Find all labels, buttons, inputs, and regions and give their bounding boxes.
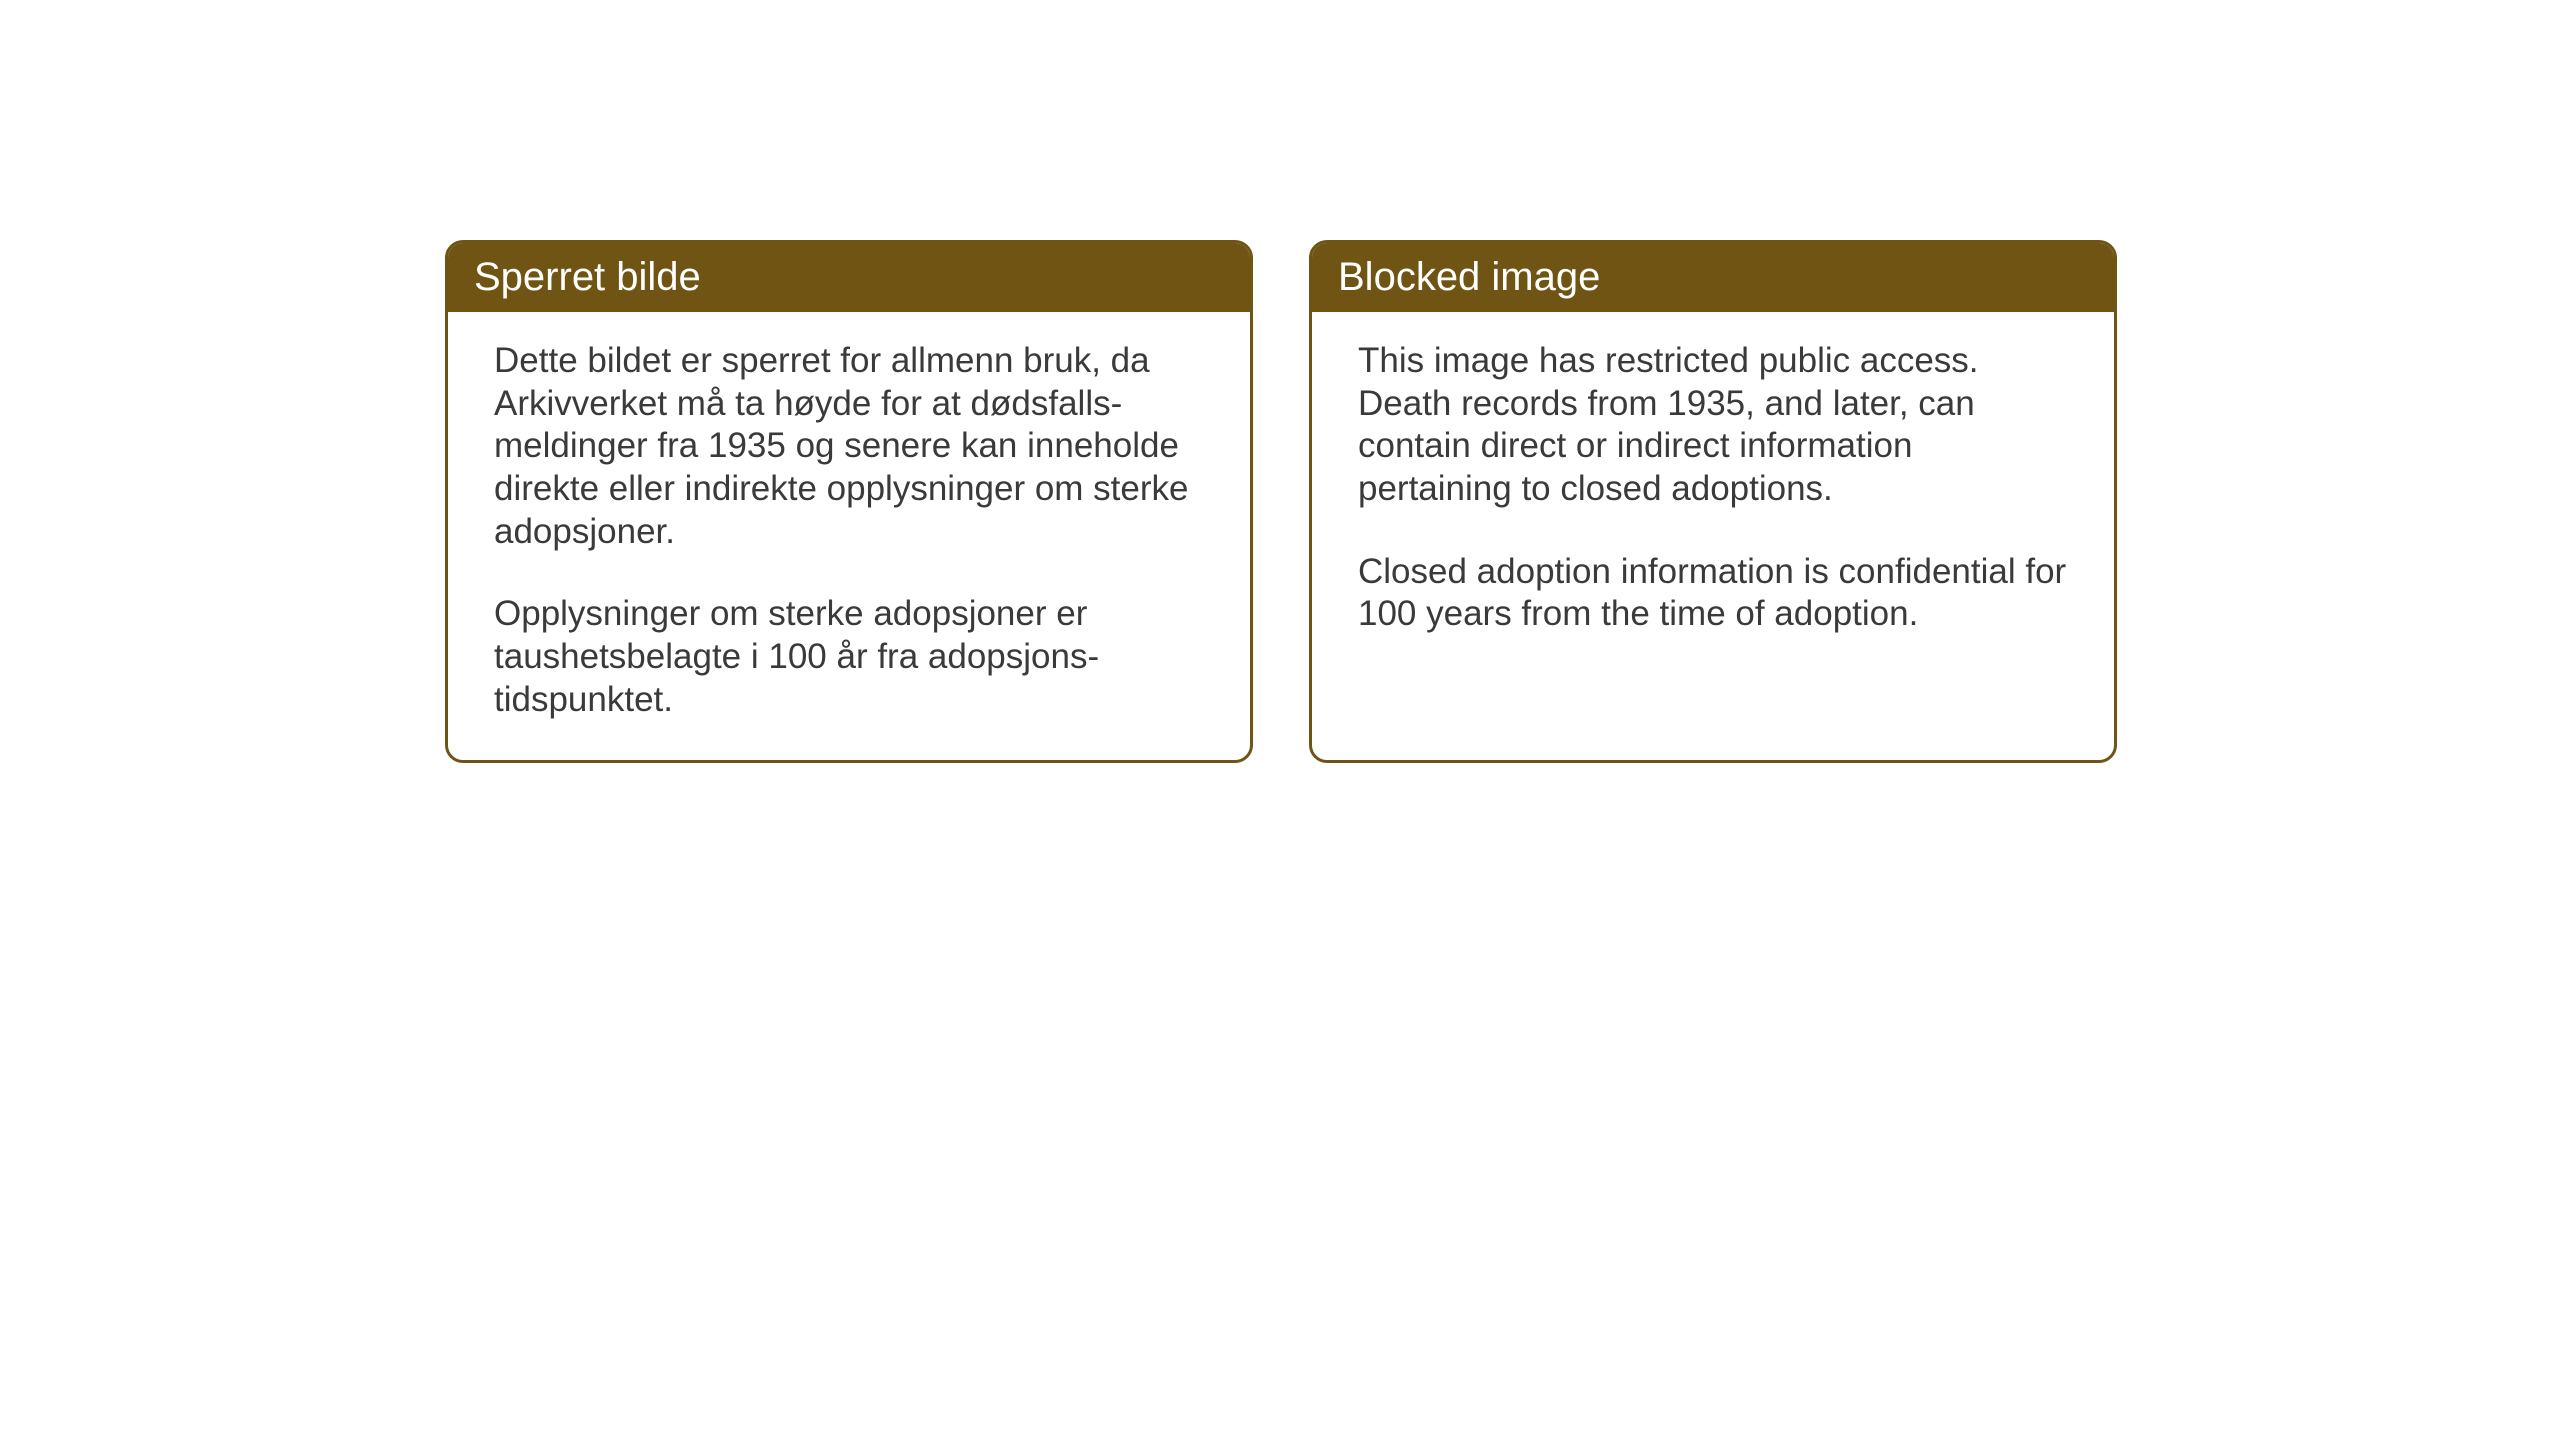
card-body-english: This image has restricted public access.… xyxy=(1312,312,2114,674)
card-title-english: Blocked image xyxy=(1338,255,1600,299)
card-paragraph-norwegian-2: Opplysninger om sterke adopsjoner er tau… xyxy=(494,593,1204,721)
notice-card-norwegian: Sperret bilde Dette bildet er sperret fo… xyxy=(445,240,1253,763)
card-paragraph-english-1: This image has restricted public access.… xyxy=(1358,340,2068,511)
card-header-english: Blocked image xyxy=(1312,243,2114,312)
notice-card-english: Blocked image This image has restricted … xyxy=(1309,240,2117,763)
card-paragraph-english-2: Closed adoption information is confident… xyxy=(1358,551,2068,636)
card-body-norwegian: Dette bildet er sperret for allmenn bruk… xyxy=(448,312,1250,760)
card-header-norwegian: Sperret bilde xyxy=(448,243,1250,312)
notice-container: Sperret bilde Dette bildet er sperret fo… xyxy=(445,240,2117,763)
card-paragraph-norwegian-1: Dette bildet er sperret for allmenn bruk… xyxy=(494,340,1204,553)
card-title-norwegian: Sperret bilde xyxy=(474,255,701,299)
